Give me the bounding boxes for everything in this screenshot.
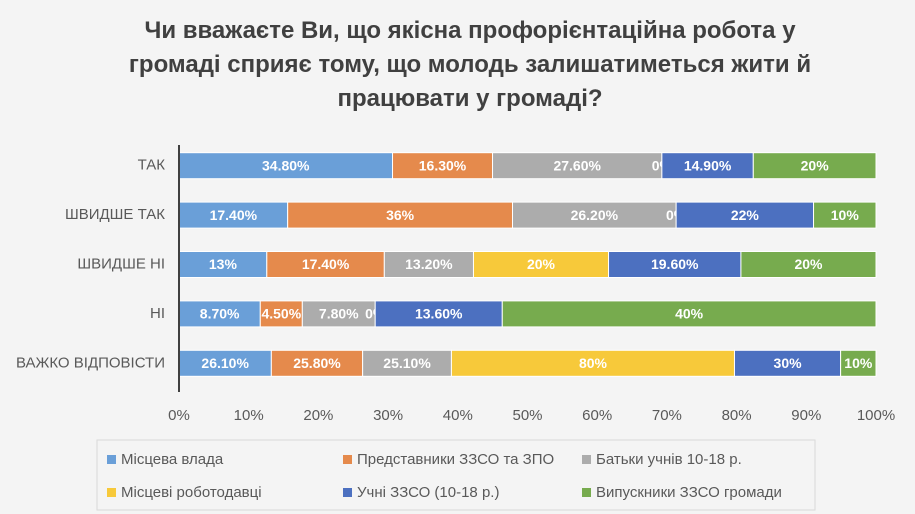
data-label: 8.70% [200, 306, 240, 322]
bar-segment [752, 152, 877, 180]
legend-box [96, 439, 816, 511]
data-label: 13.60% [415, 306, 463, 322]
data-label: 34.80% [262, 157, 310, 173]
data-label: 16.30% [419, 157, 467, 173]
bar-segment [374, 300, 503, 328]
legend-marker [343, 488, 352, 497]
bar-segment [492, 152, 663, 180]
data-label: 27.60% [553, 157, 601, 173]
x-tick-label: 80% [722, 407, 752, 424]
data-label: 22% [731, 207, 760, 223]
legend-label: Представники ЗЗСО та ЗПО [357, 451, 554, 468]
legend-label: Місцева влада [121, 451, 224, 468]
bar-segment [840, 349, 877, 377]
x-tick-label: 100% [857, 407, 895, 424]
bar-segment [178, 300, 261, 328]
y-tick-label: ВАЖКО ВІДПОВІСТИ [16, 354, 165, 371]
data-label: 13.20% [405, 256, 453, 272]
data-label: 25.10% [383, 355, 431, 371]
legend-marker [107, 488, 116, 497]
bar-segment [178, 201, 289, 229]
data-label: 40% [675, 306, 704, 322]
x-tick-label: 10% [234, 407, 264, 424]
data-label: 30% [774, 355, 803, 371]
data-label: 17.40% [302, 256, 350, 272]
bar-segment [813, 201, 877, 229]
data-label: 10% [831, 207, 860, 223]
y-tick-label: ШВИДШЕ НІ [77, 255, 165, 272]
legend-label: Учні ЗЗСО (10-18 р.) [357, 484, 499, 501]
x-tick-label: 70% [652, 407, 682, 424]
bar-segment [362, 349, 452, 377]
bar-segment [270, 349, 364, 377]
data-label: 7.80% [319, 306, 359, 322]
x-tick-label: 50% [512, 407, 542, 424]
data-label: 20% [801, 157, 830, 173]
legend-label: Випускники ЗЗСО громади [596, 484, 782, 501]
bar-segment [608, 251, 742, 278]
x-tick-label: 90% [791, 407, 821, 424]
bar-segment [450, 349, 735, 377]
bar-segment [740, 251, 877, 278]
data-label: 26.20% [571, 207, 619, 223]
data-label: 14.90% [684, 157, 732, 173]
bar-segment [501, 300, 877, 328]
bar-segment [259, 300, 303, 328]
y-tick-label: НІ [150, 305, 165, 322]
data-label: 20% [527, 256, 556, 272]
x-tick-label: 30% [373, 407, 403, 424]
bar-segment [512, 201, 677, 229]
legend-label: Батьки учнів 10-18 р. [596, 451, 742, 468]
legend-marker [107, 455, 116, 464]
bar-segment [733, 349, 842, 377]
bar-segment [472, 251, 610, 278]
data-label: 10% [844, 355, 873, 371]
data-label: 17.40% [210, 207, 258, 223]
bar-segment [383, 251, 474, 278]
legend-marker [582, 488, 591, 497]
x-tick-label: 40% [443, 407, 473, 424]
data-label: 19.60% [651, 256, 699, 272]
legend-marker [343, 455, 352, 464]
data-label: 25.80% [293, 355, 341, 371]
data-label: 4.50% [261, 306, 301, 322]
x-tick-label: 0% [168, 407, 190, 424]
chart-title: Чи вважаєте Ви, що якісна профорієнтацій… [128, 17, 812, 112]
bar-segment [301, 300, 376, 328]
x-tick-label: 60% [582, 407, 612, 424]
bar-segment [178, 251, 268, 278]
y-tick-label: ШВИДШЕ ТАК [65, 206, 165, 223]
data-label: 13% [209, 256, 238, 272]
bar-segment [266, 251, 385, 278]
data-label: 36% [386, 207, 415, 223]
x-tick-label: 20% [303, 407, 333, 424]
bar-segment [661, 152, 754, 180]
legend-label: Місцеві роботодавці [121, 484, 262, 501]
data-label: 20% [794, 256, 823, 272]
data-label: 80% [579, 355, 608, 371]
legend-marker [582, 455, 591, 464]
bar-segment [287, 201, 514, 229]
data-label: 26.10% [201, 355, 249, 371]
y-tick-label: ТАК [138, 157, 166, 174]
bar-segment [392, 152, 494, 180]
